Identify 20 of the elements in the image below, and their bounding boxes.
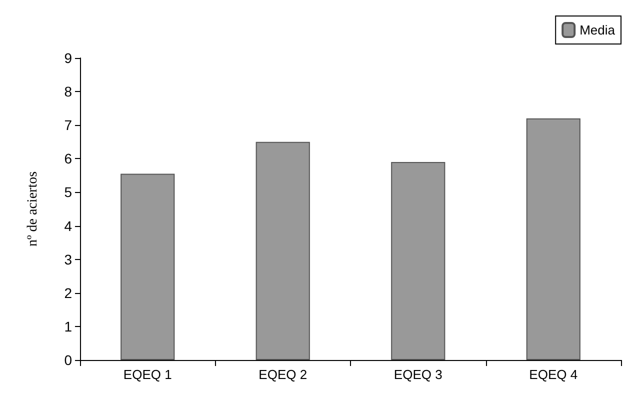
y-tick-label: 1 (64, 318, 72, 334)
bar (526, 118, 580, 360)
y-tick-label: 3 (64, 251, 72, 268)
y-tick-label: 6 (64, 150, 72, 167)
y-tick-label: 8 (64, 84, 72, 100)
x-tick-label: EQEQ 2 (258, 367, 308, 382)
y-tick-label: 4 (64, 218, 72, 234)
x-tick-label: EQEQ 3 (394, 367, 442, 382)
bar (256, 142, 310, 360)
y-tick-label: 2 (64, 284, 72, 301)
y-tick-label: 0 (64, 352, 72, 368)
y-tick-label: 9 (64, 50, 72, 66)
bar (391, 162, 446, 360)
y-tick-label: 5 (64, 184, 72, 200)
y-tick-label: 7 (64, 117, 72, 134)
bar (120, 174, 175, 360)
x-tick-label: EQEQ 4 (529, 367, 578, 382)
legend-label: Media (580, 22, 616, 38)
y-axis-title: nº de aciertos (26, 171, 40, 247)
x-tick-label: EQEQ 1 (123, 367, 172, 382)
